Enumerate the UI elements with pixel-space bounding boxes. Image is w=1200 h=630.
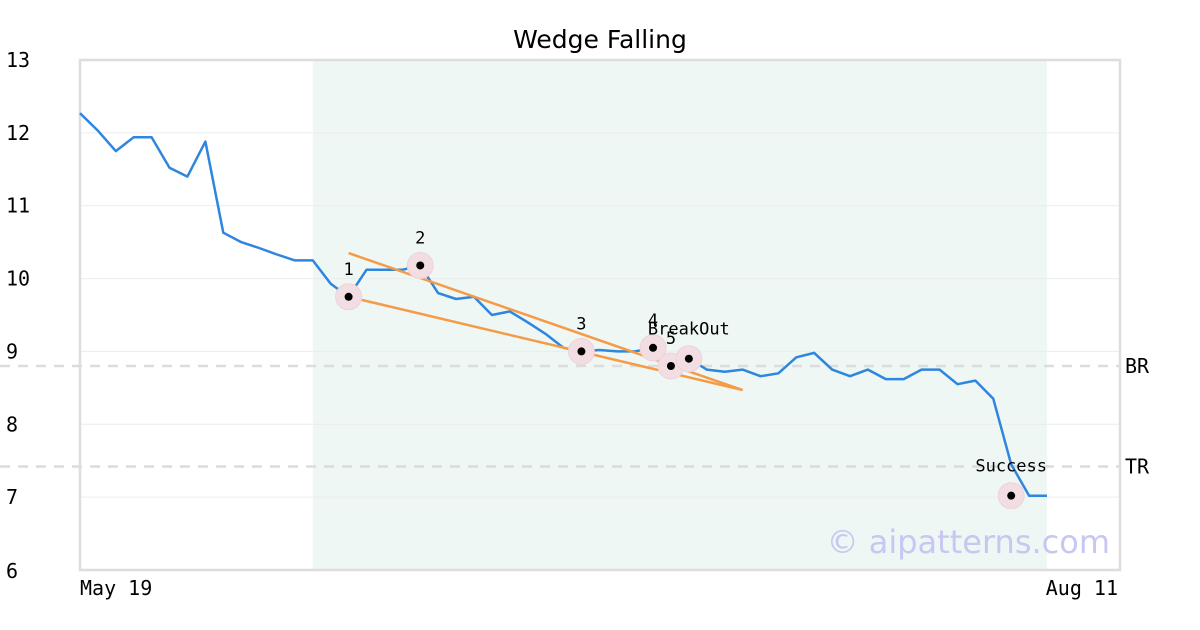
point-label: 1 bbox=[343, 260, 353, 280]
pattern-region bbox=[312, 60, 1048, 570]
point-label: 5 bbox=[666, 329, 676, 349]
point-label: 3 bbox=[576, 314, 586, 334]
x-axis-ticks: May 19 Aug 11 bbox=[80, 576, 1118, 600]
y-tick-label: 12 bbox=[6, 121, 30, 145]
y-tick-label: 13 bbox=[6, 48, 30, 72]
point-label: BreakOut bbox=[648, 320, 730, 340]
point-marker bbox=[577, 347, 586, 356]
y-tick-label: 9 bbox=[6, 339, 18, 363]
plot-frame bbox=[78, 58, 1122, 572]
y-tick-label: 11 bbox=[6, 194, 30, 218]
point-label: 4 bbox=[648, 311, 658, 331]
point-marker bbox=[1007, 491, 1016, 500]
point-marker bbox=[416, 261, 425, 270]
y-tick-label: 10 bbox=[6, 267, 30, 291]
y-tick-label: 6 bbox=[6, 559, 18, 583]
grid bbox=[80, 132, 1120, 498]
reference-label-br: BR bbox=[1125, 354, 1150, 378]
x-tick-label: Aug 11 bbox=[1046, 576, 1118, 600]
point-marker bbox=[666, 362, 675, 370]
reference-label-tr: TR bbox=[1125, 455, 1150, 479]
y-tick-label: 8 bbox=[6, 412, 18, 436]
point-label: 2 bbox=[415, 228, 425, 248]
point-marker bbox=[344, 292, 353, 301]
y-axis-ticks: 6 7 8 9 10 11 12 13 bbox=[6, 48, 30, 583]
chart-title: Wedge Falling bbox=[513, 25, 687, 54]
point-marker bbox=[649, 343, 658, 352]
reference-lines: BR TR bbox=[0, 354, 1150, 479]
point-label: Success bbox=[975, 457, 1047, 477]
pattern-region-band bbox=[312, 60, 1048, 570]
x-tick-label: May 19 bbox=[80, 576, 152, 600]
point-marker bbox=[684, 354, 693, 363]
watermark: © aipatterns.com bbox=[827, 523, 1110, 561]
y-tick-label: 7 bbox=[6, 485, 18, 509]
